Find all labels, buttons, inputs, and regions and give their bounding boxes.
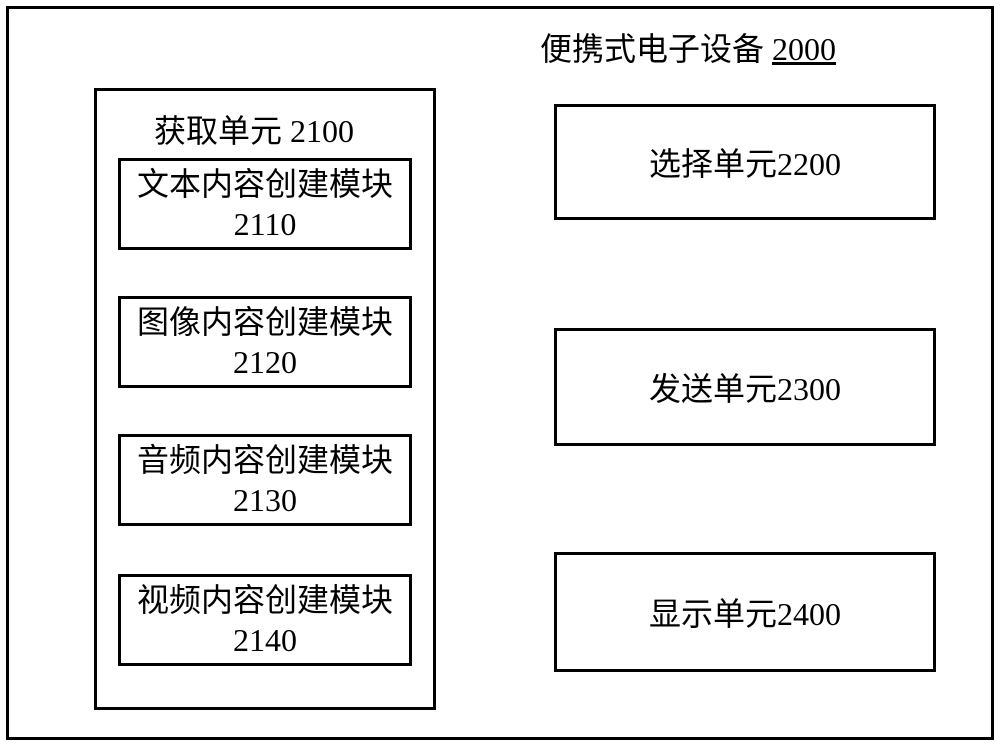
module-box: 视频内容创建模块2140 <box>118 574 412 666</box>
unit-label: 选择单元2200 <box>649 139 841 185</box>
unit-box: 选择单元2200 <box>554 104 936 220</box>
module-name: 图像内容创建模块 <box>137 302 393 342</box>
module-box: 图像内容创建模块2120 <box>118 296 412 388</box>
module-number: 2120 <box>233 342 297 382</box>
device-title-text: 便携式电子设备 <box>540 31 764 67</box>
module-number: 2110 <box>234 204 297 244</box>
acquisition-unit-title: 获取单元 2100 <box>154 106 354 152</box>
device-title: 便携式电子设备 2000 <box>540 24 836 70</box>
module-name: 视频内容创建模块 <box>137 580 393 620</box>
module-name: 音频内容创建模块 <box>137 440 393 480</box>
module-box: 音频内容创建模块2130 <box>118 434 412 526</box>
device-title-number: 2000 <box>772 31 836 67</box>
unit-label: 显示单元2400 <box>649 589 841 635</box>
unit-box: 显示单元2400 <box>554 552 936 672</box>
module-number: 2140 <box>233 620 297 660</box>
module-box: 文本内容创建模块2110 <box>118 158 412 250</box>
module-name: 文本内容创建模块 <box>137 164 393 204</box>
unit-label: 发送单元2300 <box>649 364 841 410</box>
unit-box: 发送单元2300 <box>554 328 936 446</box>
module-number: 2130 <box>233 480 297 520</box>
